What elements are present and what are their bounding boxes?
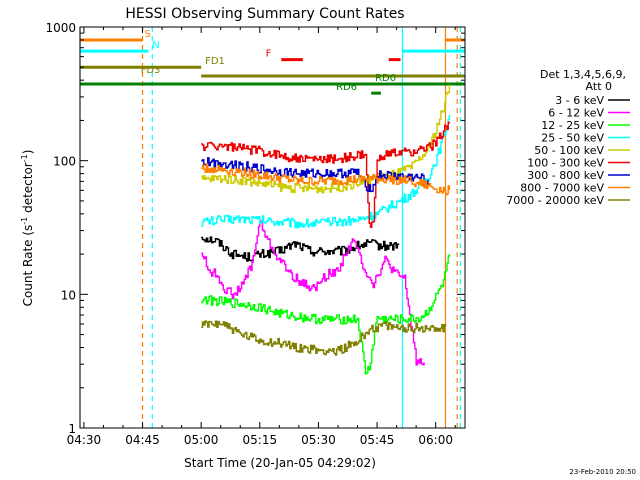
flag-label-rd6: RD6 [336, 82, 357, 93]
chart-title: HESSI Observing Summary Count Rates [125, 6, 404, 22]
legend-label-0: 3 - 6 keV [555, 94, 604, 107]
flag-label-f: F [266, 49, 272, 60]
y-axis-label-sup1: -1 [20, 217, 29, 225]
series-line-1 [201, 220, 425, 366]
y-axis-label-sup2: -1 [20, 154, 29, 162]
x-tick-label-05:00: 05:00 [184, 433, 219, 447]
series-line-3 [201, 114, 451, 229]
series-line-6 [201, 157, 429, 193]
y-tick-label-1000: 1000 [45, 21, 76, 35]
legend-header-1: Det 1,3,4,5,6,9, [540, 68, 626, 81]
flag-label-n: N [152, 40, 159, 51]
y-tick-label-100: 100 [53, 155, 76, 169]
legend-label-3: 25 - 50 keV [541, 132, 604, 145]
series-line-5 [201, 121, 451, 228]
x-tick-label-05:45: 05:45 [360, 433, 395, 447]
series-line-0 [201, 236, 400, 262]
legend-label-5: 100 - 300 keV [527, 157, 604, 170]
x-tick-label-05:15: 05:15 [243, 433, 278, 447]
legend-header-2: Att 0 [586, 80, 612, 93]
legend-label-2: 12 - 25 keV [541, 119, 604, 132]
x-tick-label-04:30: 04:30 [67, 433, 102, 447]
legend-label-4: 50 - 100 keV [534, 144, 604, 157]
y-axis-label-mid: detector [21, 162, 35, 217]
x-axis-label: Start Time (20-Jan-05 04:29:02) [184, 456, 376, 470]
series-group [201, 84, 451, 375]
y-axis: 1 10 100 1000 [45, 21, 465, 436]
legend-label-6: 300 - 800 keV [527, 169, 604, 182]
y-axis-label-main: Count Rate (s [21, 225, 35, 307]
flag-label-fd1: FD1 [205, 56, 225, 67]
x-axis: 04:30 04:45 05:00 05:15 05:30 05:45 06:00 [67, 27, 456, 447]
series-line-8 [201, 320, 447, 356]
legend-label-7: 800 - 7000 keV [520, 182, 604, 195]
series-line-7 [201, 163, 451, 196]
legend-label-1: 6 - 12 keV [548, 107, 604, 120]
flag-bars: SN FD1 FD3 F RD0 RD6 [80, 29, 465, 95]
y-tick-label-1: 1 [68, 422, 76, 436]
x-tick-label-06:00: 06:00 [418, 433, 453, 447]
y-axis-label-end: ) [21, 150, 35, 155]
flag-label-s: S [144, 29, 150, 40]
series-line-2 [201, 254, 451, 375]
x-tick-label-04:45: 04:45 [125, 433, 160, 447]
y-axis-label: Count Rate (s-1 detector-1) [20, 150, 35, 307]
flag-label-rd0: RD0 [375, 73, 396, 84]
x-tick-label-05:30: 05:30 [301, 433, 336, 447]
plot-frame [79, 26, 466, 429]
footer-timestamp: 23-Feb-2010 20:50 [569, 468, 636, 476]
series-line-4 [201, 84, 451, 194]
legend-label-8: 7000 - 20000 keV [506, 194, 604, 207]
flag-label-fd3: FD3 [141, 65, 161, 76]
y-tick-label-10: 10 [61, 288, 76, 302]
